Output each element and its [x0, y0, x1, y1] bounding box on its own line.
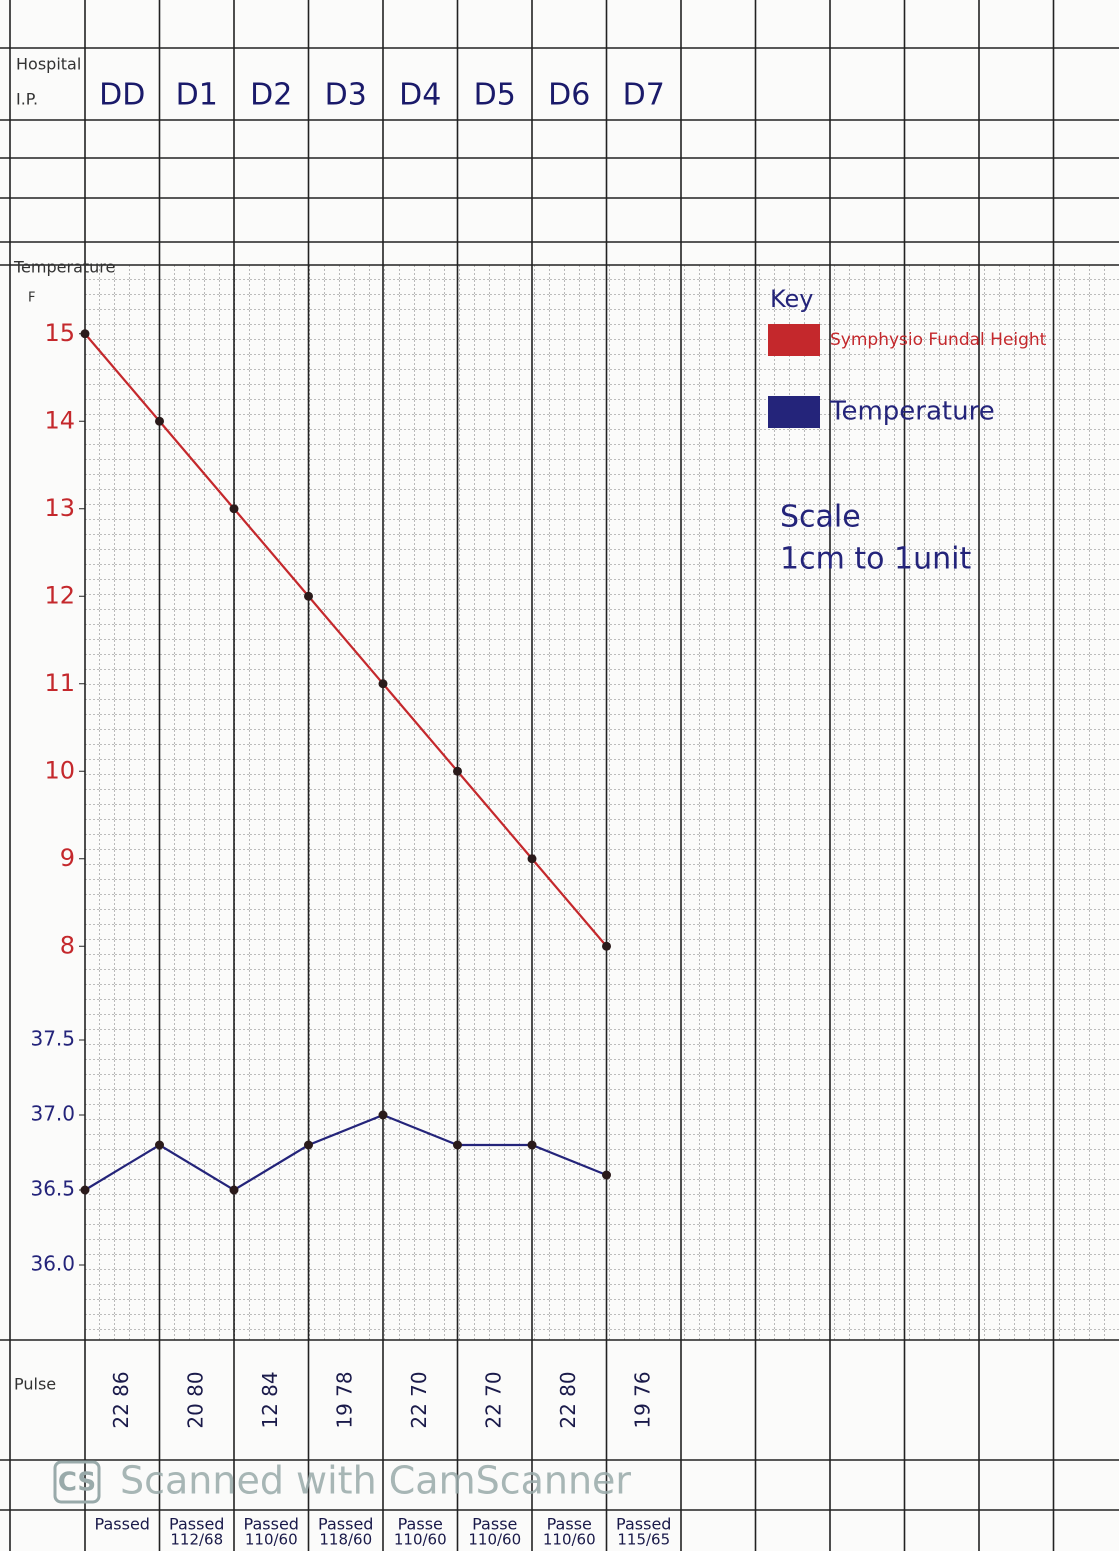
y-tick-label: 14	[44, 406, 75, 434]
resp-pulse: 19 78	[332, 1371, 356, 1428]
urine: Passed	[318, 1515, 373, 1534]
scale-title: Scale	[780, 500, 861, 535]
resp-pulse: 12 84	[258, 1371, 282, 1428]
legend-swatch	[768, 324, 820, 356]
legend-label: Symphysio Fundal Height	[830, 330, 1047, 350]
point	[80, 329, 90, 339]
blood-pressure: 115/65	[617, 1531, 670, 1549]
point	[602, 941, 611, 951]
point	[602, 1170, 611, 1180]
point	[304, 1140, 313, 1150]
resp-pulse: 19 76	[630, 1371, 654, 1428]
resp-pulse: 20 80	[183, 1371, 207, 1428]
series-line	[84, 333, 608, 947]
x-tick-label: D1	[176, 78, 218, 113]
point	[527, 1140, 537, 1150]
urine: Passed	[244, 1515, 299, 1534]
point	[453, 766, 462, 776]
blood-pressure: 110/60	[394, 1531, 447, 1549]
resp-pulse: 22 80	[556, 1371, 580, 1428]
graph-paper	[85, 265, 1119, 1340]
blood-pressure: 112/68	[170, 1531, 223, 1549]
form-label: Pulse	[14, 1375, 56, 1394]
point	[155, 1140, 164, 1150]
urine: Passed	[169, 1515, 224, 1534]
point	[155, 416, 164, 426]
blood-pressure: 110/60	[245, 1531, 298, 1549]
point	[80, 1185, 90, 1195]
urine: Passe	[472, 1515, 517, 1534]
x-tick-label: D2	[250, 78, 292, 113]
resp-pulse: 22 70	[481, 1371, 505, 1428]
blood-pressure: 118/60	[319, 1531, 372, 1549]
point	[229, 1185, 239, 1195]
scale-text: 1cm to 1unit	[780, 542, 971, 577]
point	[453, 1140, 462, 1150]
form-label: F	[28, 291, 35, 306]
x-tick-label: D6	[548, 78, 590, 113]
y-tick-label: 13	[44, 494, 75, 522]
urine: Passe	[398, 1515, 443, 1534]
point	[378, 679, 388, 689]
y-tick-label: 8	[60, 931, 75, 959]
y2-tick-label: 36.5	[30, 1177, 75, 1201]
resp-pulse: 22 86	[109, 1371, 133, 1428]
form-label: Hospital	[16, 55, 81, 74]
resp-pulse: 22 70	[407, 1371, 431, 1428]
legend-title: Key	[770, 285, 814, 313]
y2-tick-label: 36.0	[30, 1252, 75, 1276]
point	[229, 504, 239, 514]
y-tick-label: 11	[44, 669, 75, 697]
form-label: I.P.	[16, 90, 38, 109]
watermark-logo: CS	[58, 1468, 96, 1498]
point	[378, 1110, 388, 1120]
urine: Passe	[547, 1515, 592, 1534]
point	[527, 854, 537, 864]
y-tick-label: 9	[60, 844, 75, 872]
watermark-box	[53, 1460, 101, 1504]
x-tick-label: D7	[623, 78, 665, 113]
legend-swatch	[768, 396, 820, 428]
legend-label: Temperature	[829, 397, 995, 427]
y2-tick-label: 37.0	[30, 1102, 75, 1126]
x-tick-label: DD	[99, 78, 145, 113]
point	[304, 591, 313, 601]
y2-tick-label: 37.5	[30, 1027, 75, 1051]
x-tick-label: D3	[325, 78, 367, 113]
watermark-text: Scanned with CamScanner	[120, 1459, 631, 1503]
blood-pressure: 110/60	[543, 1531, 596, 1549]
blood-pressure: 110/60	[468, 1531, 521, 1549]
y-tick-label: 15	[44, 319, 75, 347]
x-tick-label: D5	[474, 78, 516, 113]
x-tick-label: D4	[399, 78, 441, 113]
y-tick-label: 10	[44, 756, 75, 784]
series-line	[84, 1113, 607, 1192]
y-tick-label: 12	[44, 581, 75, 609]
form-label: Temperature	[13, 258, 115, 277]
urine: Passed	[616, 1515, 671, 1534]
urine: Passed	[95, 1515, 150, 1534]
